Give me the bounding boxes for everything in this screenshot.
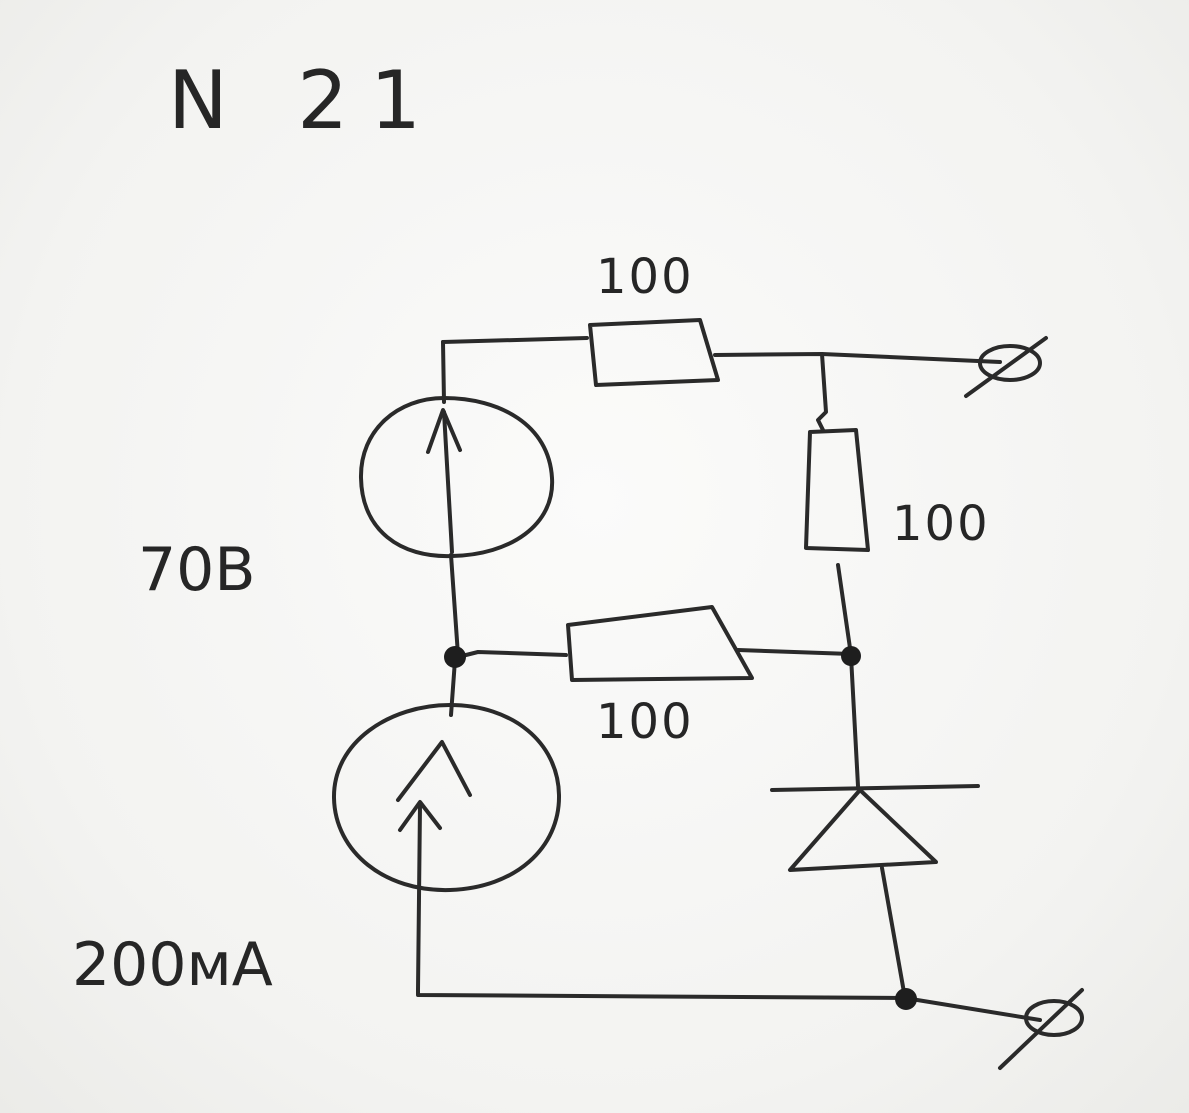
terminal-bottom-slash bbox=[998, 988, 1084, 1070]
current-source-circle bbox=[331, 703, 562, 893]
diode-triangle bbox=[788, 788, 938, 872]
diode bbox=[770, 784, 980, 872]
resistor-top: 100 bbox=[588, 249, 720, 387]
wire-mid-right bbox=[736, 648, 853, 656]
resistor-right: 100 bbox=[804, 428, 990, 552]
resistor-middle-label: 100 bbox=[596, 694, 694, 750]
diode-bar bbox=[770, 784, 980, 792]
current-source-arrowhead-inner bbox=[398, 800, 442, 832]
resistor-top-label: 100 bbox=[596, 249, 694, 305]
resistor-middle-body bbox=[566, 605, 754, 682]
wire-diode-to-bottom bbox=[880, 866, 907, 1000]
node-middle-left bbox=[444, 646, 466, 668]
terminal-bottom bbox=[998, 988, 1084, 1070]
voltage-source: 70B bbox=[138, 396, 555, 605]
voltage-source-arrowhead bbox=[426, 408, 462, 454]
terminal-top-circle bbox=[978, 344, 1042, 382]
wire-mid-left bbox=[456, 650, 568, 659]
wire-left-mid bbox=[449, 553, 460, 657]
wire-top-right bbox=[713, 352, 1002, 364]
current-source-arrowhead-outer bbox=[396, 740, 472, 802]
resistor-top-body bbox=[588, 318, 720, 387]
wire-bottom bbox=[416, 988, 907, 1000]
wire-left-top bbox=[441, 340, 446, 404]
current-source-arrow-shaft bbox=[416, 803, 422, 992]
resistor-right-body bbox=[804, 428, 870, 552]
wire-right-upper bbox=[816, 352, 828, 432]
diagram-title: N 21 bbox=[168, 54, 443, 147]
terminal-top-slash bbox=[964, 336, 1048, 398]
wire-top-left bbox=[441, 336, 589, 344]
node-bottom bbox=[895, 988, 917, 1010]
wire-bottom-right bbox=[903, 996, 1042, 1022]
resistor-right-label: 100 bbox=[892, 496, 990, 552]
voltage-source-circle bbox=[358, 396, 555, 559]
terminal-bottom-circle bbox=[1024, 999, 1084, 1037]
current-source: 200мА bbox=[72, 703, 562, 1000]
voltage-source-label: 70B bbox=[138, 535, 256, 605]
terminal-top bbox=[964, 336, 1048, 398]
junction-nodes bbox=[444, 646, 917, 1010]
wire-right-lower bbox=[836, 563, 853, 657]
wire-right-to-diode bbox=[849, 654, 860, 788]
node-middle-right bbox=[841, 646, 861, 666]
current-source-label: 200мА bbox=[72, 930, 273, 1000]
resistor-middle: 100 bbox=[566, 605, 754, 750]
voltage-source-arrow-shaft bbox=[442, 410, 454, 554]
